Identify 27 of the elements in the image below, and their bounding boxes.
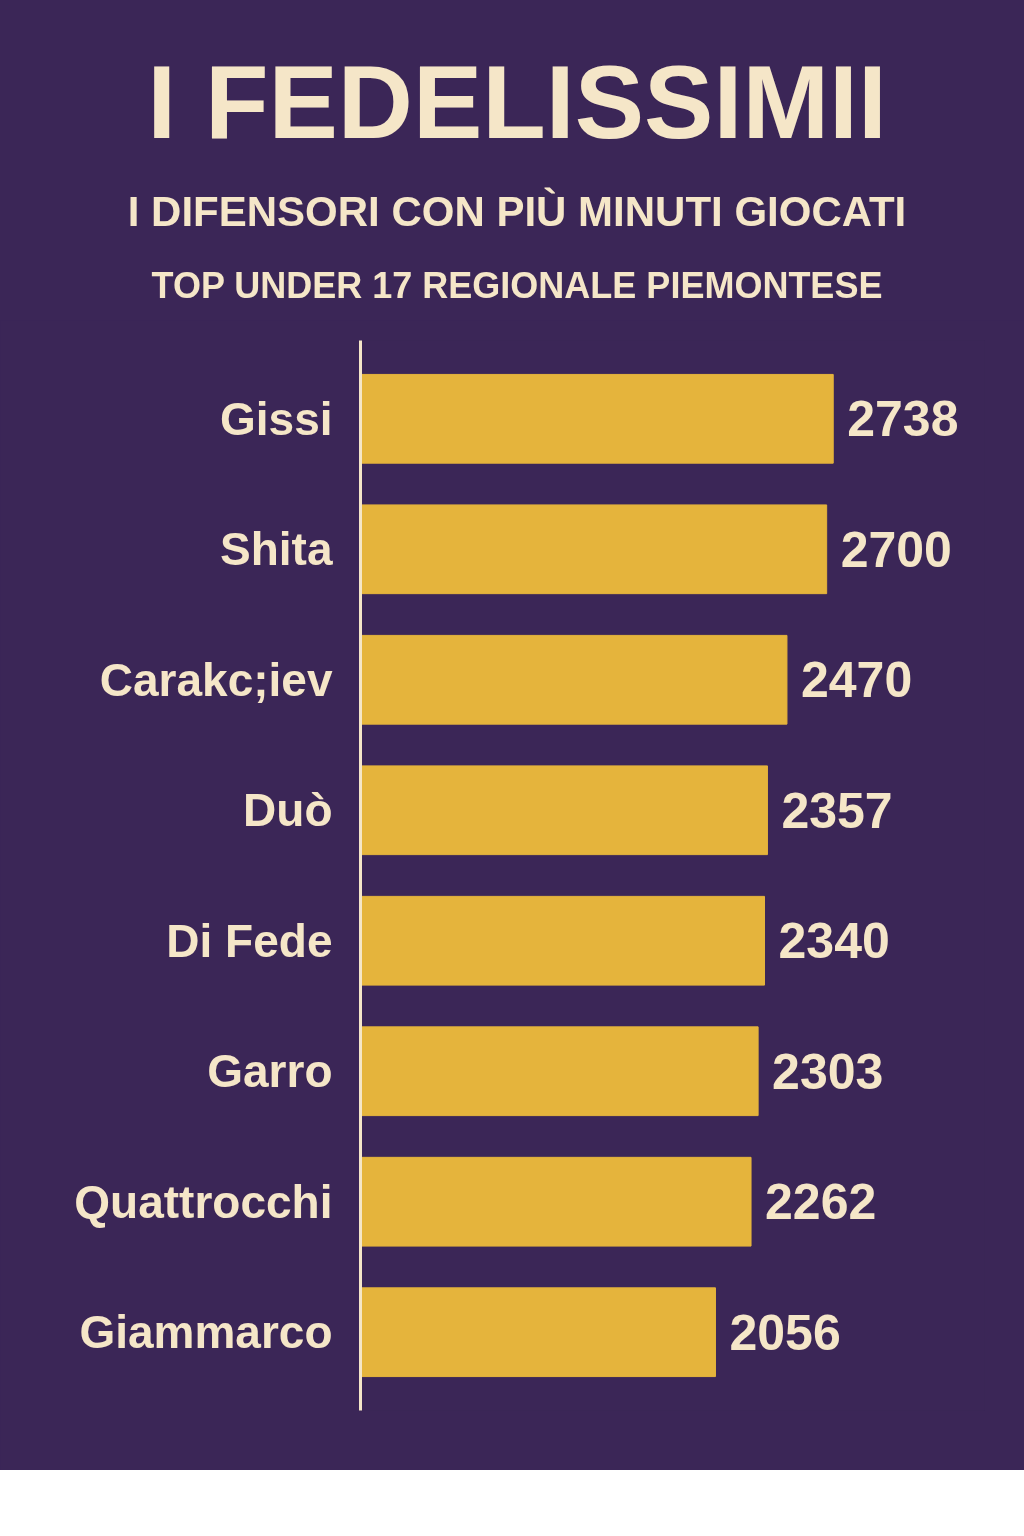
bar [360,896,766,986]
chart-title: I FEDELISSIMII [147,44,887,160]
data-label: 2470 [800,652,913,709]
y-tick-label: Quattrocchi [74,1175,333,1228]
data-label: 2303 [772,1043,884,1100]
data-label: 2340 [778,913,890,970]
data-label: 2262 [765,1174,877,1231]
y-tick-label: Shita [220,523,333,576]
data-label: 2357 [781,782,893,839]
y-tick-label: Carakc;iev [99,653,333,706]
bar [360,1157,752,1247]
bar [360,1026,759,1117]
y-tick-label: Gissi [219,392,333,445]
bar [360,635,788,725]
text: TOP UNDER 17 REGIONALE PIEMONTESE [151,264,883,306]
chart-subtitle: I DIFENSORI CON PIÙ MINUTI GIOCATI [127,188,907,236]
y-tick-label: Garro [207,1045,333,1098]
bar [360,504,828,595]
y-tick-label: Giammarco [79,1306,333,1359]
data-label: 2738 [847,391,959,448]
bar [360,1287,716,1378]
data-label: 2056 [729,1304,841,1361]
bar [360,765,768,856]
bar [360,374,834,464]
y-tick-label: Duò [243,784,333,837]
data-label: 2700 [840,521,952,578]
y-tick-label: Di Fede [166,914,333,967]
